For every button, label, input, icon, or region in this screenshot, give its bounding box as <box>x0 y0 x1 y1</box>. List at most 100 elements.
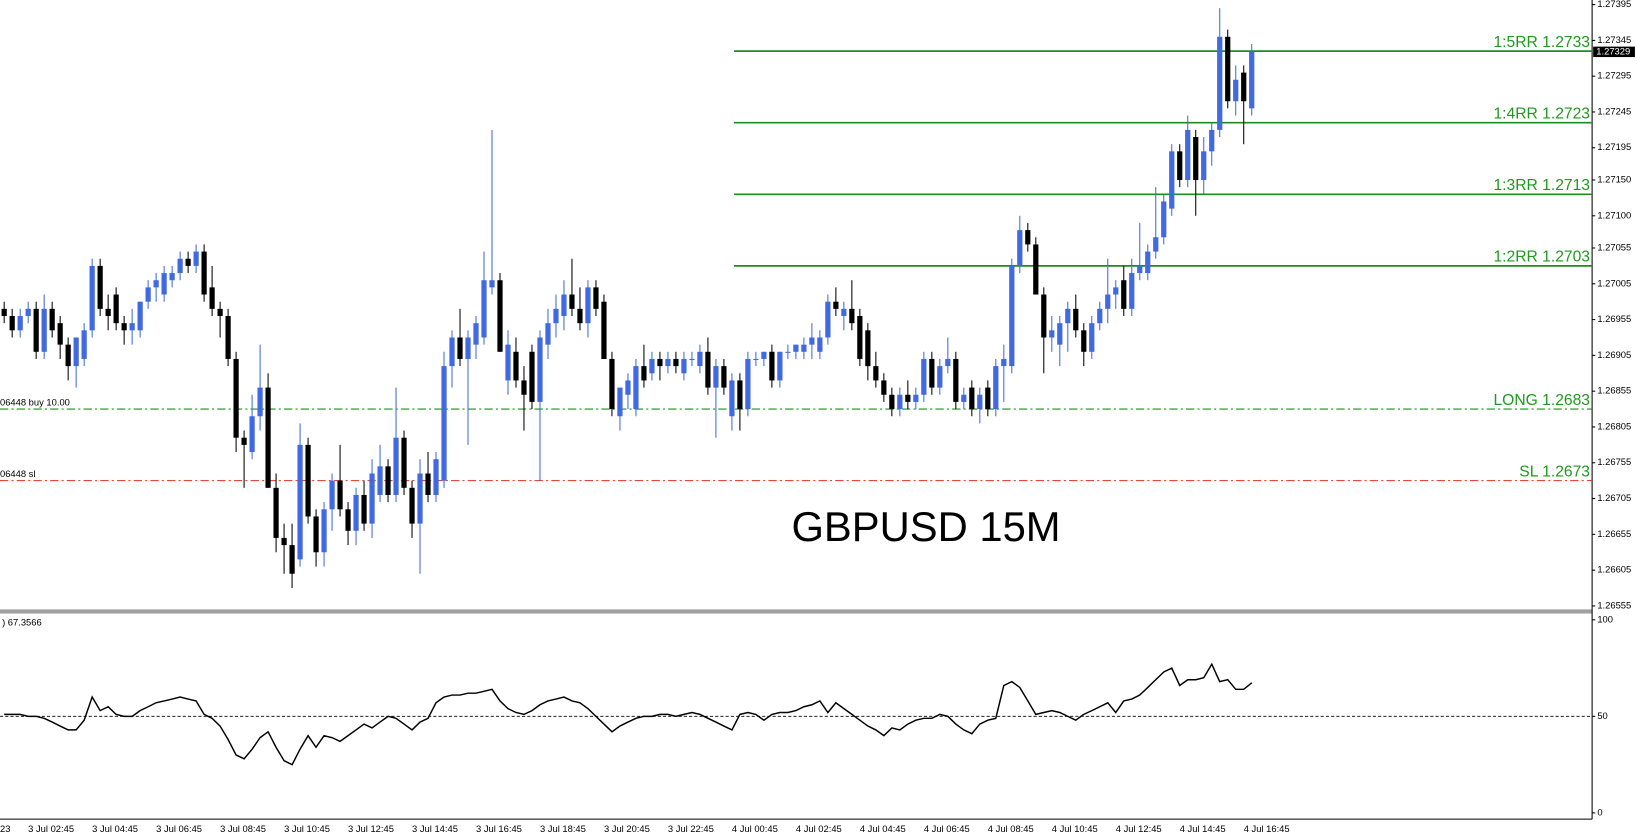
candle-body <box>769 351 775 381</box>
candle-body <box>281 537 287 546</box>
candle-body <box>257 387 263 417</box>
candle-body <box>929 358 935 388</box>
candle-body <box>889 394 895 410</box>
candle-body <box>673 358 679 367</box>
candle-body <box>753 358 759 361</box>
x-tick-label: 3 Jul 10:45 <box>284 823 330 834</box>
candle-body <box>1001 358 1007 367</box>
x-tick-label: 4 Jul 14:45 <box>1180 823 1226 834</box>
candle-body <box>225 316 231 359</box>
order-label: 06448 buy 10.00 <box>0 396 70 407</box>
candle-body <box>529 351 535 402</box>
candle-body <box>697 351 703 367</box>
candle-body <box>1169 151 1175 209</box>
candle-body <box>489 280 495 288</box>
candle-body <box>849 308 855 324</box>
current-price-label: 1.27329 <box>1596 45 1630 56</box>
y-tick-label: 1.26855 <box>1597 385 1631 396</box>
x-tick-label: 4 Jul 08:45 <box>988 823 1034 834</box>
price-level-label: 1:3RR 1.2713 <box>1493 177 1590 194</box>
candle-body <box>745 358 751 410</box>
candle-body <box>249 416 255 453</box>
candle-body <box>545 323 551 345</box>
candle-body <box>601 301 607 359</box>
x-tick-label: 3 Jul 16:45 <box>476 823 522 834</box>
candle-body <box>305 444 311 517</box>
candle-body <box>105 308 111 317</box>
candle-body <box>1009 265 1015 367</box>
price-level-label: 1:2RR 1.2703 <box>1493 249 1590 266</box>
candle-body <box>369 473 375 524</box>
candle-body <box>777 351 783 381</box>
x-tick-label: 3 Jul 20:45 <box>604 823 650 834</box>
y-tick-label: 1.27245 <box>1597 105 1631 116</box>
candle-body <box>1241 72 1247 102</box>
candle-body <box>841 308 847 317</box>
y-tick-label: 1.26905 <box>1597 349 1631 360</box>
candle-body <box>1073 308 1079 331</box>
candle-body <box>329 480 335 510</box>
x-tick-label: 4 Jul 10:45 <box>1052 823 1098 834</box>
candle-body <box>969 387 975 410</box>
candle-body <box>65 344 71 367</box>
candle-body <box>737 380 743 410</box>
y-tick-label: 1.27005 <box>1597 277 1631 288</box>
candle-body <box>121 323 127 331</box>
price-level-label: 1:5RR 1.2733 <box>1493 34 1590 51</box>
x-tick-label: 3 Jul 22:45 <box>668 823 714 834</box>
candle-body <box>1153 237 1159 252</box>
candle-body <box>609 358 615 410</box>
candle-body <box>1145 251 1151 274</box>
candle-body <box>665 358 671 367</box>
x-tick-label: 4 Jul 06:45 <box>924 823 970 834</box>
candle-body <box>1129 273 1135 309</box>
candle-body <box>985 387 991 410</box>
candle-body <box>1033 244 1039 295</box>
candle-body <box>585 287 591 324</box>
candle-body <box>1113 287 1119 295</box>
candle-body <box>537 337 543 402</box>
x-tick-label: 4 Jul 16:45 <box>1244 823 1290 834</box>
candle-body <box>561 294 567 317</box>
candle-body <box>873 366 879 381</box>
candle-body <box>113 294 119 324</box>
candle-body <box>641 366 647 381</box>
candle-body <box>553 308 559 324</box>
candle-body <box>25 308 31 317</box>
x-tick-label: 3 Jul 14:45 <box>412 823 458 834</box>
candle-body <box>657 358 663 367</box>
y-tick-label: 1.27345 <box>1597 34 1631 45</box>
candle-body <box>441 366 447 481</box>
candle-body <box>961 394 967 402</box>
candle-body <box>761 351 767 359</box>
candle-body <box>473 323 479 345</box>
y-tick-label: 1.27150 <box>1597 173 1631 184</box>
candle-body <box>241 437 247 445</box>
x-tick-label: 3 Jul 12:45 <box>348 823 394 834</box>
candle-body <box>49 308 55 331</box>
candle-body <box>481 280 487 338</box>
candle-body <box>265 387 271 488</box>
candle-body <box>409 487 415 524</box>
candle-body <box>921 358 927 395</box>
candle-body <box>81 330 87 359</box>
candle-body <box>817 337 823 352</box>
current-price-box <box>1593 46 1635 58</box>
candle-body <box>273 487 279 538</box>
candle-body <box>785 351 791 353</box>
candle-body <box>593 287 599 309</box>
y-tick-label: 1.26755 <box>1597 456 1631 467</box>
x-tick-label: 4 Jul 02:45 <box>796 823 842 834</box>
x-tick-label: 23 <box>0 823 10 834</box>
candle-body <box>945 358 951 367</box>
price-level-label: 1:4RR 1.2723 <box>1493 106 1590 123</box>
y-tick-label: 0 <box>1597 806 1602 817</box>
candle-body <box>41 308 47 352</box>
candle-body <box>1081 330 1087 352</box>
x-tick-label: 4 Jul 04:45 <box>860 823 906 834</box>
y-tick-label: 50 <box>1597 710 1607 721</box>
candle-body <box>681 358 687 374</box>
x-tick-label: 4 Jul 00:45 <box>732 823 778 834</box>
candle-body <box>169 273 175 281</box>
